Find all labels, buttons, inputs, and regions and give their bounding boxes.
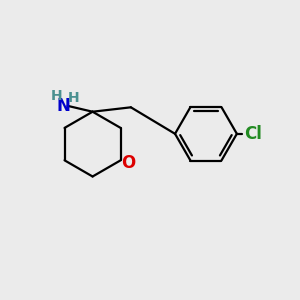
- Text: O: O: [121, 154, 135, 172]
- Text: H: H: [51, 88, 62, 103]
- Text: H: H: [68, 91, 80, 105]
- Text: N: N: [56, 97, 70, 115]
- Text: Cl: Cl: [244, 125, 262, 143]
